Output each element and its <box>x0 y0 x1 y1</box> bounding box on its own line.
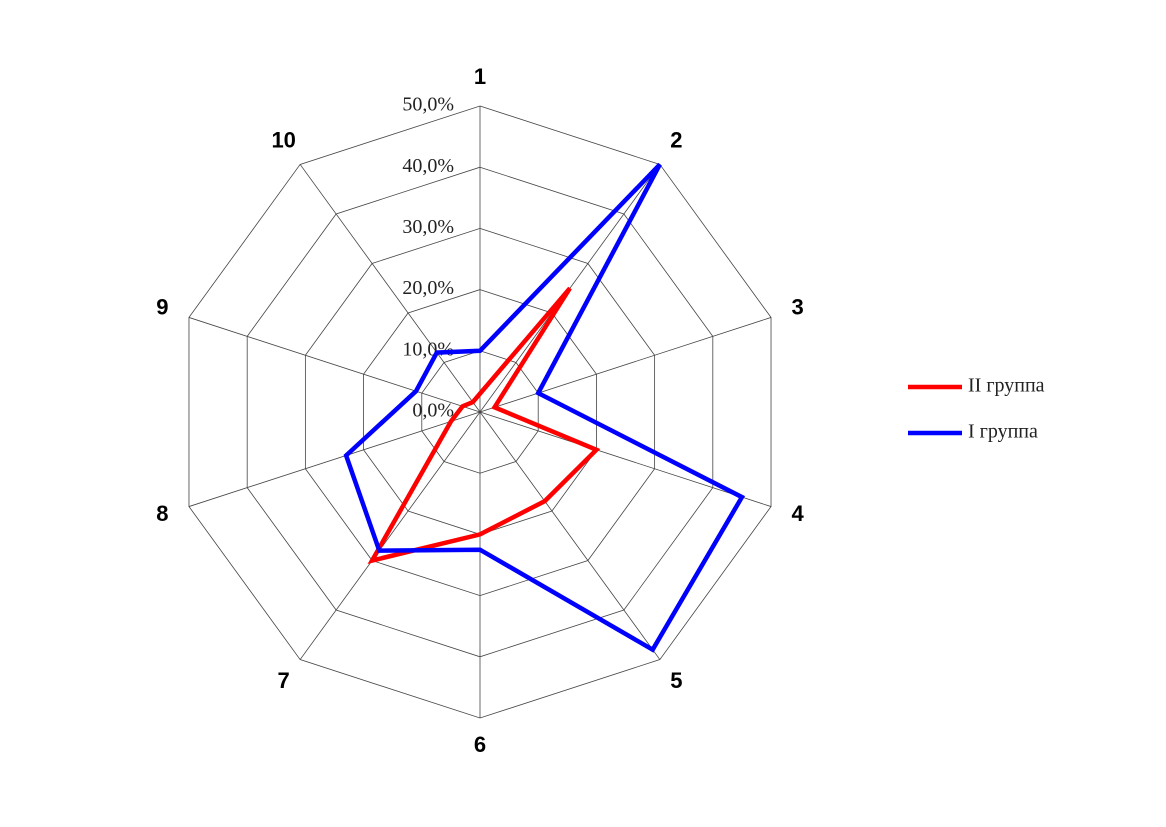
category-label: 4 <box>792 501 805 526</box>
spoke <box>188 411 481 507</box>
y-tick-label: 10,0% <box>402 338 454 360</box>
y-tick-label: 50,0% <box>402 94 454 116</box>
category-label: 1 <box>474 64 486 89</box>
spoke <box>479 317 772 413</box>
category-label: 9 <box>156 295 168 320</box>
spoke <box>479 411 661 660</box>
category-label: 6 <box>474 732 486 757</box>
spoke <box>188 317 481 413</box>
y-tick-label: 30,0% <box>402 216 454 238</box>
spoke <box>299 411 481 660</box>
series-line <box>343 162 746 653</box>
y-tick-label: 20,0% <box>402 277 454 299</box>
category-label: 5 <box>670 668 682 693</box>
spoke <box>479 411 772 507</box>
series-line <box>367 286 601 564</box>
y-tick-label: 40,0% <box>402 155 454 177</box>
category-label: 3 <box>792 295 804 320</box>
category-label: 8 <box>156 501 168 526</box>
legend-label: I группа <box>968 421 1038 443</box>
spoke <box>299 164 481 413</box>
y-tick-label: 0,0% <box>412 400 454 422</box>
category-label: 7 <box>278 668 290 693</box>
category-label: 2 <box>670 128 682 153</box>
legend-label: II группа <box>968 375 1045 397</box>
category-label: 10 <box>271 128 295 153</box>
